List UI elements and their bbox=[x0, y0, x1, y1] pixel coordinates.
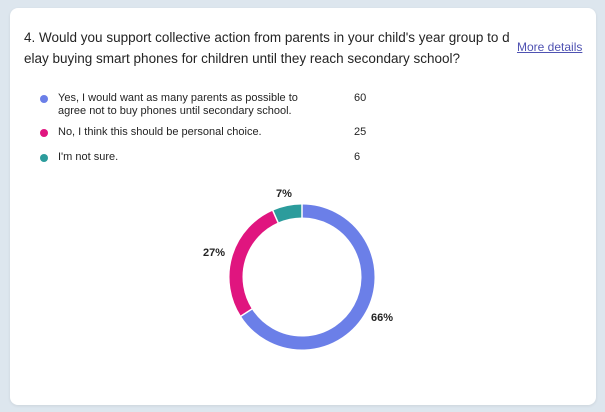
slice-yes[interactable] bbox=[240, 204, 375, 350]
slice-label-yes: 66% bbox=[371, 312, 393, 324]
question-number: 4. bbox=[24, 30, 36, 45]
legend-count-not-sure: 6 bbox=[354, 151, 361, 163]
donut-chart: 66% 27% 7% bbox=[203, 188, 393, 350]
question-text: 4. Would you support collective action f… bbox=[24, 27, 512, 69]
slice-separator bbox=[239, 307, 254, 318]
legend-label-yes: Yes, I would want as many parents as pos… bbox=[58, 92, 298, 117]
legend-dot-not-sure-icon bbox=[40, 154, 48, 162]
slice-not-sure[interactable] bbox=[272, 204, 303, 223]
slice-label-no: 27% bbox=[203, 247, 225, 259]
legend-dot-no-icon bbox=[40, 129, 48, 137]
slice-separator bbox=[271, 209, 280, 224]
question-body: Would you support collective action from… bbox=[24, 30, 510, 66]
legend-dot-yes-icon bbox=[40, 95, 48, 103]
more-details-link[interactable]: More details bbox=[517, 40, 583, 54]
question-card: 4. Would you support collective action f… bbox=[10, 8, 596, 405]
legend-count-yes: 60 bbox=[354, 92, 367, 104]
slice-no[interactable] bbox=[229, 210, 279, 317]
legend-label-not-sure: I'm not sure. bbox=[58, 151, 119, 163]
slice-label-not-sure: 7% bbox=[276, 188, 292, 200]
legend-count-no: 25 bbox=[354, 126, 367, 138]
legend-label-no: No, I think this should be personal choi… bbox=[58, 126, 262, 138]
